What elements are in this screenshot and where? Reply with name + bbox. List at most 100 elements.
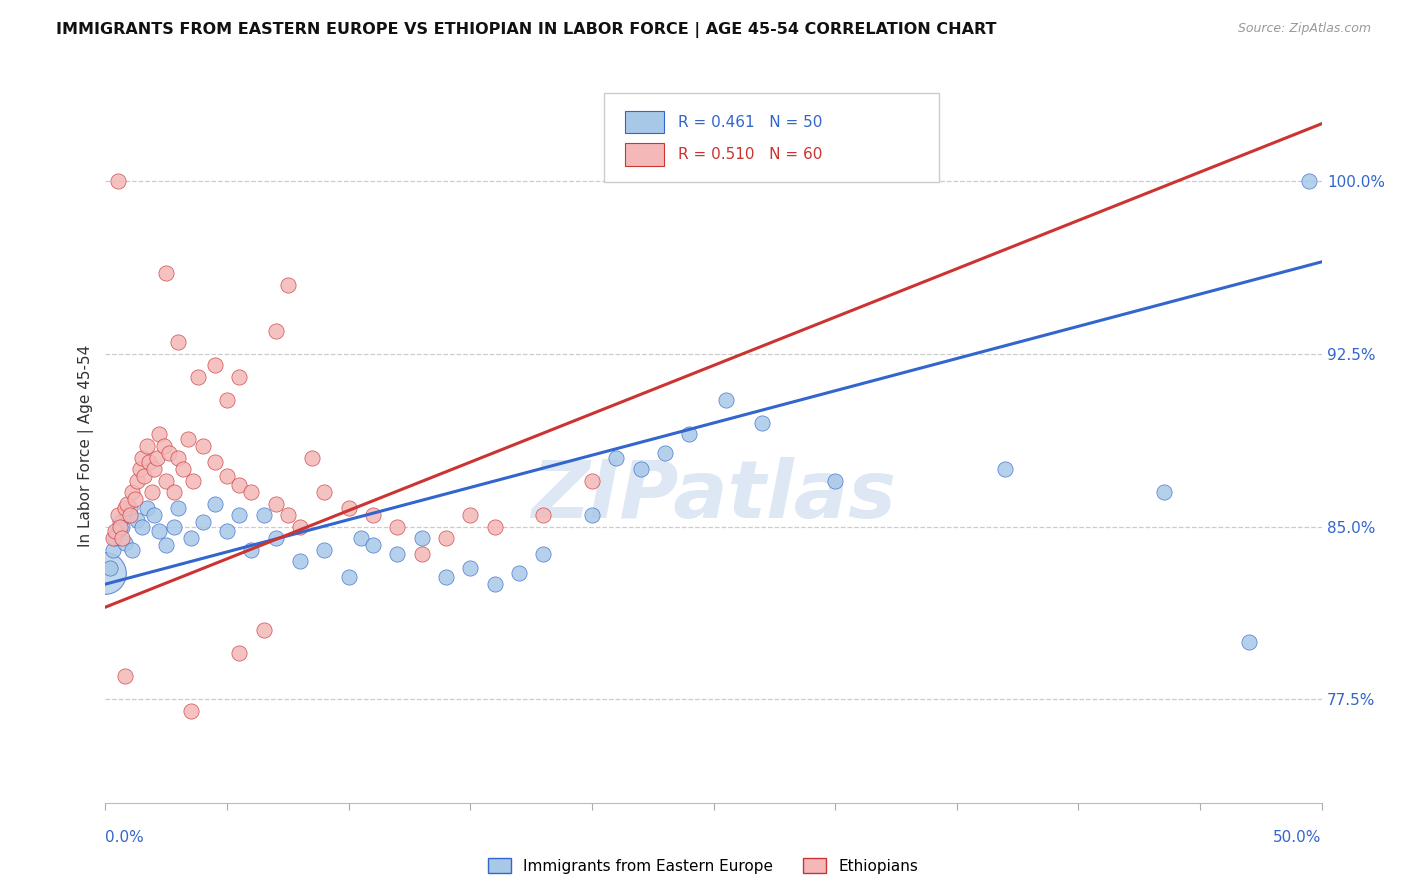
Point	[114, 535, 136, 549]
Point	[108, 519, 131, 533]
Point	[361, 508, 384, 522]
Point	[751, 416, 773, 430]
Point	[994, 462, 1017, 476]
Point	[350, 531, 373, 545]
Point	[654, 446, 676, 460]
Point	[411, 531, 433, 545]
Point	[162, 519, 184, 533]
Point	[458, 508, 481, 522]
Point	[108, 515, 131, 529]
Point	[143, 508, 166, 522]
Bar	[624, 111, 664, 134]
Point	[434, 570, 457, 584]
Point	[204, 455, 226, 469]
Point	[118, 508, 141, 522]
Point	[204, 497, 226, 511]
Point	[155, 266, 177, 280]
Point	[101, 531, 124, 545]
Point	[131, 519, 153, 533]
Text: R = 0.510   N = 60: R = 0.510 N = 60	[678, 147, 823, 162]
Point	[117, 508, 139, 522]
Point	[187, 370, 209, 384]
Point	[678, 427, 700, 442]
Point	[135, 501, 157, 516]
Point	[114, 669, 136, 683]
Point	[361, 538, 384, 552]
Point	[314, 542, 336, 557]
Point	[252, 623, 274, 637]
Point	[484, 577, 506, 591]
Point	[337, 501, 360, 516]
Point	[121, 542, 143, 557]
Text: ZIPatlas: ZIPatlas	[531, 457, 896, 535]
Point	[104, 524, 127, 538]
Point	[180, 531, 202, 545]
Point	[314, 485, 336, 500]
Point	[153, 439, 176, 453]
Point	[114, 501, 136, 516]
Point	[94, 566, 117, 580]
Point	[217, 392, 239, 407]
Point	[155, 538, 177, 552]
Point	[630, 462, 652, 476]
Point	[111, 519, 134, 533]
Point	[217, 524, 239, 538]
Point	[141, 485, 163, 500]
Point	[531, 508, 554, 522]
Point	[167, 501, 190, 516]
Point	[714, 392, 737, 407]
Point	[181, 474, 204, 488]
Point	[240, 485, 263, 500]
Point	[145, 450, 167, 465]
Point	[484, 519, 506, 533]
Point	[172, 462, 194, 476]
Point	[124, 491, 146, 506]
Point	[581, 474, 603, 488]
Point	[531, 547, 554, 561]
Point	[228, 478, 250, 492]
Point	[135, 439, 157, 453]
Point	[228, 646, 250, 660]
Point	[264, 497, 287, 511]
Point	[191, 515, 214, 529]
Point	[264, 531, 287, 545]
Text: 0.0%: 0.0%	[105, 830, 145, 846]
Point	[121, 485, 143, 500]
Point	[125, 513, 148, 527]
Point	[128, 462, 150, 476]
Bar	[624, 144, 664, 166]
Point	[252, 508, 274, 522]
Point	[411, 547, 433, 561]
Point	[387, 547, 409, 561]
Point	[1298, 174, 1320, 188]
Point	[824, 474, 846, 488]
Point	[107, 524, 129, 538]
Point	[125, 474, 148, 488]
Point	[1237, 634, 1260, 648]
Text: IMMIGRANTS FROM EASTERN EUROPE VS ETHIOPIAN IN LABOR FORCE | AGE 45-54 CORRELATI: IMMIGRANTS FROM EASTERN EUROPE VS ETHIOP…	[56, 22, 997, 38]
Point	[104, 531, 127, 545]
Point	[288, 519, 311, 533]
Point	[131, 450, 153, 465]
Point	[162, 485, 184, 500]
Y-axis label: In Labor Force | Age 45-54: In Labor Force | Age 45-54	[79, 345, 94, 547]
Point	[228, 508, 250, 522]
Point	[508, 566, 530, 580]
Point	[107, 508, 129, 522]
Point	[301, 450, 323, 465]
Point	[143, 462, 166, 476]
Point	[101, 542, 124, 557]
Text: R = 0.461   N = 50: R = 0.461 N = 50	[678, 114, 823, 129]
Text: Source: ZipAtlas.com: Source: ZipAtlas.com	[1237, 22, 1371, 36]
Point	[138, 455, 160, 469]
Point	[111, 531, 134, 545]
Point	[581, 508, 603, 522]
Point	[277, 277, 299, 292]
Legend: Immigrants from Eastern Europe, Ethiopians: Immigrants from Eastern Europe, Ethiopia…	[481, 852, 925, 880]
Point	[148, 427, 170, 442]
Point	[264, 324, 287, 338]
Point	[148, 524, 170, 538]
Point	[98, 561, 121, 575]
Point	[157, 446, 180, 460]
Point	[134, 469, 156, 483]
